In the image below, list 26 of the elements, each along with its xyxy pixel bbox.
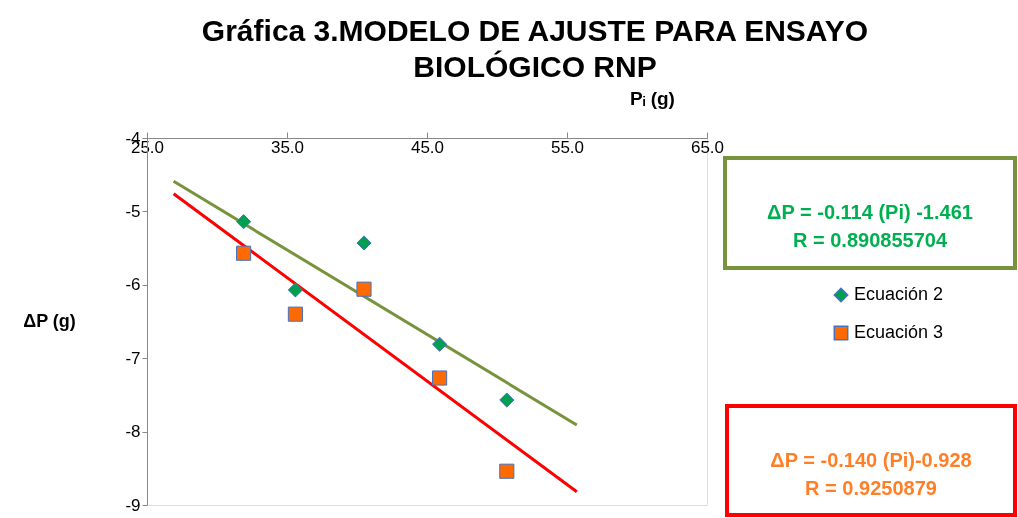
y-tick-label: -7 [125, 348, 141, 368]
x-tick-label: 45.0 [410, 137, 445, 157]
x-axis-title: Pᵢ (g) [630, 87, 675, 109]
point [236, 245, 252, 261]
x-tick-label: 65.0 [690, 137, 725, 157]
text: ΔP = -0.114 (Pi) -1.461 R = 0.890855704 [767, 201, 973, 251]
x-tick-label: 55.0 [550, 137, 585, 157]
point [287, 282, 303, 298]
chart-title: Gráfica 3.MODELO DE AJUSTE PARA ENSAYO BIOLÓGICO RNP [201, 14, 869, 83]
legend-label: Ecuación 3 [854, 322, 944, 342]
point [432, 370, 448, 386]
legend-label: Ecuación 2 [854, 284, 944, 304]
y-tick-label: -8 [125, 422, 141, 442]
y-tick-label: -9 [125, 495, 141, 515]
point [499, 392, 515, 408]
point [356, 281, 372, 297]
point [499, 463, 515, 479]
y-tick-label: -6 [125, 275, 141, 295]
x-tick-label: 35.0 [270, 137, 305, 157]
point [432, 336, 448, 352]
y-axis-title: ΔP (g) [23, 310, 76, 331]
point [287, 306, 303, 322]
point [356, 235, 372, 251]
point [236, 214, 252, 230]
y-tick-label: -5 [125, 201, 141, 221]
text: ΔP = -0.140 (Pi)-0.928 R = 0.9250879 [770, 448, 972, 499]
